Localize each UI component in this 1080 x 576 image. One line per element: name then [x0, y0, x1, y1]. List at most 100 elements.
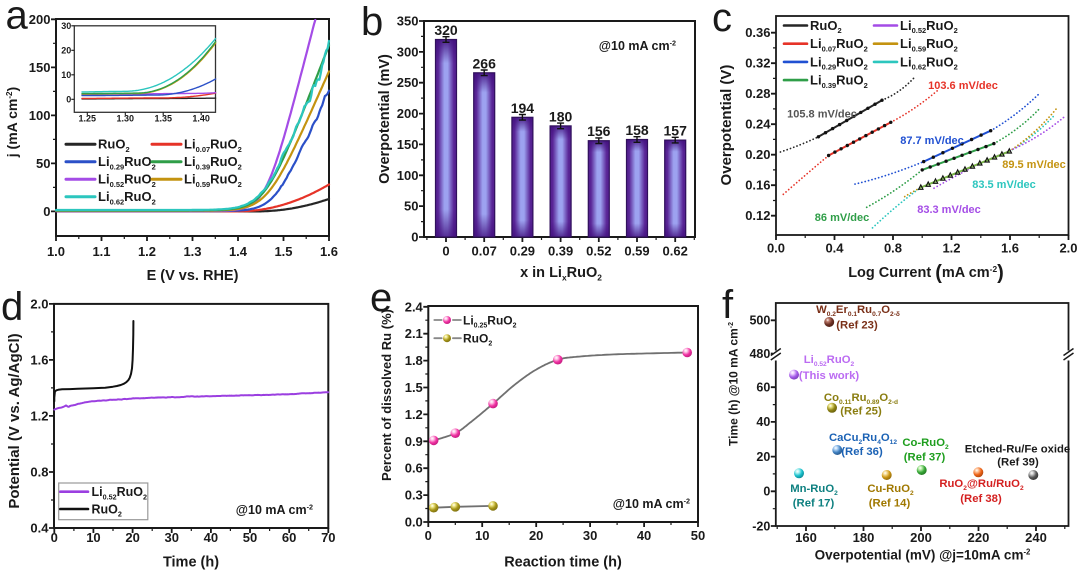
svg-text:60: 60 [756, 381, 770, 395]
svg-text:Overpotential (mV) @j=10mA cm-: Overpotential (mV) @j=10mA cm-2 [815, 548, 1031, 563]
svg-text:30: 30 [61, 21, 71, 31]
svg-text:30: 30 [164, 530, 178, 545]
svg-text:20: 20 [756, 450, 770, 464]
svg-text:0: 0 [51, 530, 58, 545]
svg-text:Potential (V vs. Ag/AgCl): Potential (V vs. Ag/AgCl) [6, 333, 23, 508]
svg-text:0: 0 [425, 528, 432, 543]
svg-text:200: 200 [910, 530, 932, 545]
svg-text:150: 150 [29, 60, 51, 75]
svg-text:50: 50 [691, 528, 705, 543]
svg-text:105.8 mV/dec: 105.8 mV/dec [787, 109, 857, 121]
svg-text:1.6: 1.6 [320, 244, 338, 259]
svg-text:d: d [1, 285, 23, 329]
svg-text:c: c [712, 0, 732, 40]
svg-text:40: 40 [637, 528, 651, 543]
svg-text:Co-RuO2: Co-RuO2 [902, 437, 949, 451]
svg-text:0.4: 0.4 [30, 520, 49, 535]
svg-text:500: 500 [749, 314, 770, 328]
svg-text:1.3: 1.3 [183, 244, 201, 259]
svg-text:158: 158 [625, 122, 649, 138]
svg-text:156: 156 [587, 123, 611, 139]
svg-text:Li0.39RuO2: Li0.39RuO2 [184, 154, 242, 171]
svg-text:RuO2: RuO2 [92, 503, 122, 519]
svg-text:0: 0 [43, 204, 50, 219]
svg-text:0.36: 0.36 [745, 25, 770, 40]
svg-text:x in LixRuO2: x in LixRuO2 [520, 265, 602, 283]
svg-text:10: 10 [61, 70, 71, 80]
svg-text:0.28: 0.28 [745, 86, 770, 101]
svg-text:20: 20 [61, 46, 71, 56]
svg-text:0.07: 0.07 [472, 244, 497, 259]
svg-text:194: 194 [511, 100, 535, 116]
svg-text:50: 50 [36, 156, 50, 171]
svg-text:Li0.52RuO2: Li0.52RuO2 [804, 354, 855, 368]
svg-text:W0.2Er0.1Ru0.7O2-δ: W0.2Er0.1Ru0.7O2-δ [816, 304, 900, 318]
svg-text:87.7 mV/dec: 87.7 mV/dec [900, 135, 964, 147]
svg-text:200: 200 [397, 106, 419, 121]
svg-text:480: 480 [749, 347, 770, 361]
svg-text:0.0: 0.0 [405, 515, 423, 530]
svg-text:1.5: 1.5 [274, 244, 292, 259]
svg-text:Li0.07RuO2: Li0.07RuO2 [184, 137, 242, 154]
svg-text:10: 10 [475, 528, 489, 543]
svg-text:Li0.25RuO2: Li0.25RuO2 [463, 314, 517, 330]
svg-text:50: 50 [404, 199, 418, 214]
svg-text:(Ref 25): (Ref 25) [840, 406, 882, 418]
svg-text:250: 250 [397, 75, 419, 90]
svg-text:0.29: 0.29 [510, 244, 535, 259]
svg-text:10: 10 [86, 530, 100, 545]
svg-text:30: 30 [583, 528, 597, 543]
svg-text:(This work): (This work) [799, 370, 859, 382]
svg-text:60: 60 [282, 530, 296, 545]
svg-text:RuO2@Ru/RuO2: RuO2@Ru/RuO2 [939, 478, 1024, 492]
svg-text:100: 100 [397, 168, 419, 183]
svg-text:40: 40 [204, 530, 218, 545]
svg-text:RuO2: RuO2 [98, 137, 130, 154]
svg-text:(Ref 38): (Ref 38) [960, 493, 1002, 505]
svg-text:1.2: 1.2 [30, 408, 48, 423]
svg-text:Li0.59RuO2: Li0.59RuO2 [184, 172, 242, 189]
svg-text:1.35: 1.35 [154, 114, 172, 124]
svg-text:CaCu2Ru4O12: CaCu2Ru4O12 [829, 432, 897, 446]
svg-text:(Ref 23): (Ref 23) [836, 320, 878, 332]
svg-text:0.0: 0.0 [767, 241, 785, 256]
svg-text:Co0.11Ru0.89O2-d: Co0.11Ru0.89O2-d [824, 392, 898, 406]
svg-text:320: 320 [434, 22, 458, 38]
svg-text:(Ref 39): (Ref 39) [997, 457, 1039, 469]
svg-text:0.16: 0.16 [745, 178, 770, 193]
svg-text:Li0.29RuO2: Li0.29RuO2 [810, 54, 868, 71]
svg-text:2.0: 2.0 [30, 296, 48, 311]
svg-text:Log Current (mA cm-2): Log Current (mA cm-2) [848, 262, 1004, 284]
svg-text:89.5 mV/dec: 89.5 mV/dec [1002, 159, 1066, 171]
svg-text:266: 266 [473, 55, 497, 71]
svg-text:(Ref 14): (Ref 14) [869, 498, 911, 510]
svg-text:0: 0 [411, 230, 418, 245]
svg-text:0.9: 0.9 [405, 434, 423, 449]
svg-text:0: 0 [763, 485, 770, 499]
svg-text:Mn-RuO2: Mn-RuO2 [790, 483, 838, 497]
svg-text:1.1: 1.1 [92, 244, 110, 259]
svg-text:2.0: 2.0 [1059, 241, 1077, 256]
svg-text:RuO2: RuO2 [463, 332, 492, 348]
svg-text:@10 mA cm-2: @10 mA cm-2 [236, 503, 313, 518]
svg-text:0.4: 0.4 [825, 241, 844, 256]
svg-text:83.3 mV/dec: 83.3 mV/dec [917, 204, 981, 216]
svg-text:100: 100 [29, 108, 51, 123]
svg-text:(Ref 37): (Ref 37) [904, 452, 946, 464]
svg-text:f: f [722, 283, 734, 327]
svg-text:103.6 mV/dec: 103.6 mV/dec [928, 80, 998, 92]
svg-text:0: 0 [66, 95, 71, 105]
svg-text:E (V vs. RHE): E (V vs. RHE) [147, 268, 239, 284]
svg-text:Etched-Ru/Fe oxide: Etched-Ru/Fe oxide [965, 444, 1070, 456]
svg-text:-20: -20 [752, 519, 770, 533]
svg-text:300: 300 [397, 44, 419, 59]
svg-text:20: 20 [529, 528, 543, 543]
svg-text:240: 240 [1025, 530, 1047, 545]
svg-text:0.12: 0.12 [745, 208, 770, 223]
svg-text:0.8: 0.8 [884, 241, 902, 256]
svg-text:0.52: 0.52 [586, 244, 611, 259]
svg-text:Reaction time (h): Reaction time (h) [504, 555, 622, 571]
svg-text:0: 0 [442, 244, 449, 259]
svg-text:Percent of dissolved Ru (%): Percent of dissolved Ru (%) [379, 309, 394, 481]
svg-text:0.59: 0.59 [624, 244, 649, 259]
